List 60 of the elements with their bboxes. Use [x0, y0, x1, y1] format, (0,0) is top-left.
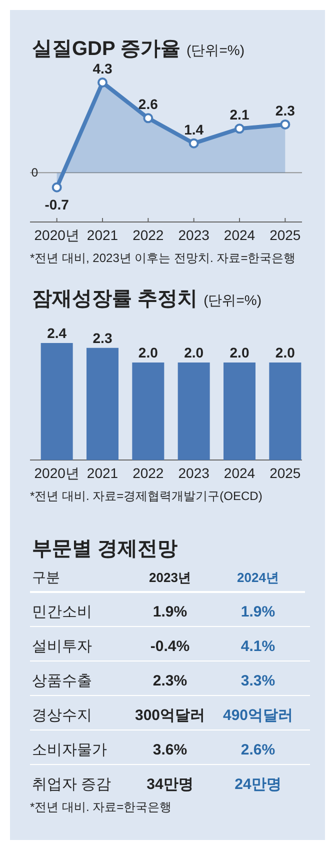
- legend-label: 2023년: [149, 570, 191, 585]
- x-tick-label: 2023: [178, 227, 210, 243]
- data-label: 34만명: [146, 776, 194, 793]
- point: [52, 182, 62, 192]
- point: [143, 113, 154, 124]
- category-label: 민간소비: [32, 604, 92, 620]
- text: *전년 대비, 2023년 이후는 전망치. 자료=한국은행: [30, 251, 296, 265]
- category-label: 취업자 증감: [32, 776, 112, 793]
- data-label: 4.1%: [240, 638, 276, 655]
- data-label: 2.3: [92, 330, 112, 346]
- x-tick-label: 2022: [132, 227, 164, 243]
- text: 구분: [32, 569, 60, 585]
- data-label: 490억달러: [222, 707, 294, 724]
- x-tick-label: 2020년: [34, 227, 80, 243]
- data-label: 2.6: [138, 96, 158, 112]
- x-tick-label: 2023: [178, 465, 210, 481]
- data-label: 2.6%: [240, 742, 276, 758]
- category-label: 경상수지: [32, 707, 92, 724]
- data-label: 3.6%: [152, 742, 188, 758]
- data-label: -0.4%: [150, 638, 190, 655]
- data-label: 4.3: [92, 60, 112, 77]
- x-tick-label: 2021: [86, 465, 118, 481]
- chart-title: 잠재성장률 추정치: [32, 288, 198, 310]
- data-label: 2.0: [184, 344, 204, 360]
- data-label: 2.0: [230, 344, 250, 360]
- data-label: 1.9%: [240, 604, 276, 620]
- data-label: 2.0: [275, 344, 296, 360]
- category-label: 상품수출: [32, 672, 92, 690]
- data-label: 2.1: [230, 106, 250, 123]
- data-label: 300억달러: [134, 707, 206, 724]
- text: *전년 대비. 자료=한국은행: [30, 800, 172, 814]
- x-tick-label: 2024: [224, 227, 256, 243]
- category-label: 소비자물가: [32, 742, 107, 758]
- data-label: 2.0: [138, 344, 158, 360]
- x-tick-label: 2021: [86, 227, 118, 243]
- data-label: 1.4: [184, 121, 204, 138]
- point: [234, 124, 244, 134]
- category-label: 설비투자: [32, 638, 92, 655]
- chart-title: 실질GDP 증가율: [32, 38, 181, 60]
- data-label: 2.3: [275, 102, 296, 118]
- data-label: 2.3%: [152, 672, 188, 690]
- chart-subtitle: (단위=%): [204, 292, 262, 308]
- text: *전년 대비. 자료=경제협력개발기구(OECD): [30, 489, 262, 503]
- data-label: 1.9%: [152, 604, 188, 620]
- text: 부문별 경제전망: [32, 538, 178, 560]
- point: [280, 119, 290, 130]
- x-tick-label: 2020년: [34, 465, 80, 481]
- data-label: 2.4: [47, 325, 67, 341]
- ref-line-label: 0: [31, 166, 38, 180]
- legend-label: 2024년: [237, 570, 279, 585]
- x-tick-label: 2024: [224, 465, 256, 481]
- x-tick-label: 2025: [270, 227, 301, 243]
- data-label: -0.7: [44, 196, 70, 212]
- x-tick-label: 2025: [270, 465, 301, 481]
- chart-subtitle: (단위=%): [186, 42, 244, 58]
- x-tick-label: 2022: [132, 465, 164, 481]
- data-label: 24만명: [234, 776, 282, 793]
- point: [188, 138, 199, 148]
- point: [98, 78, 108, 88]
- data-label: 3.3%: [240, 672, 276, 690]
